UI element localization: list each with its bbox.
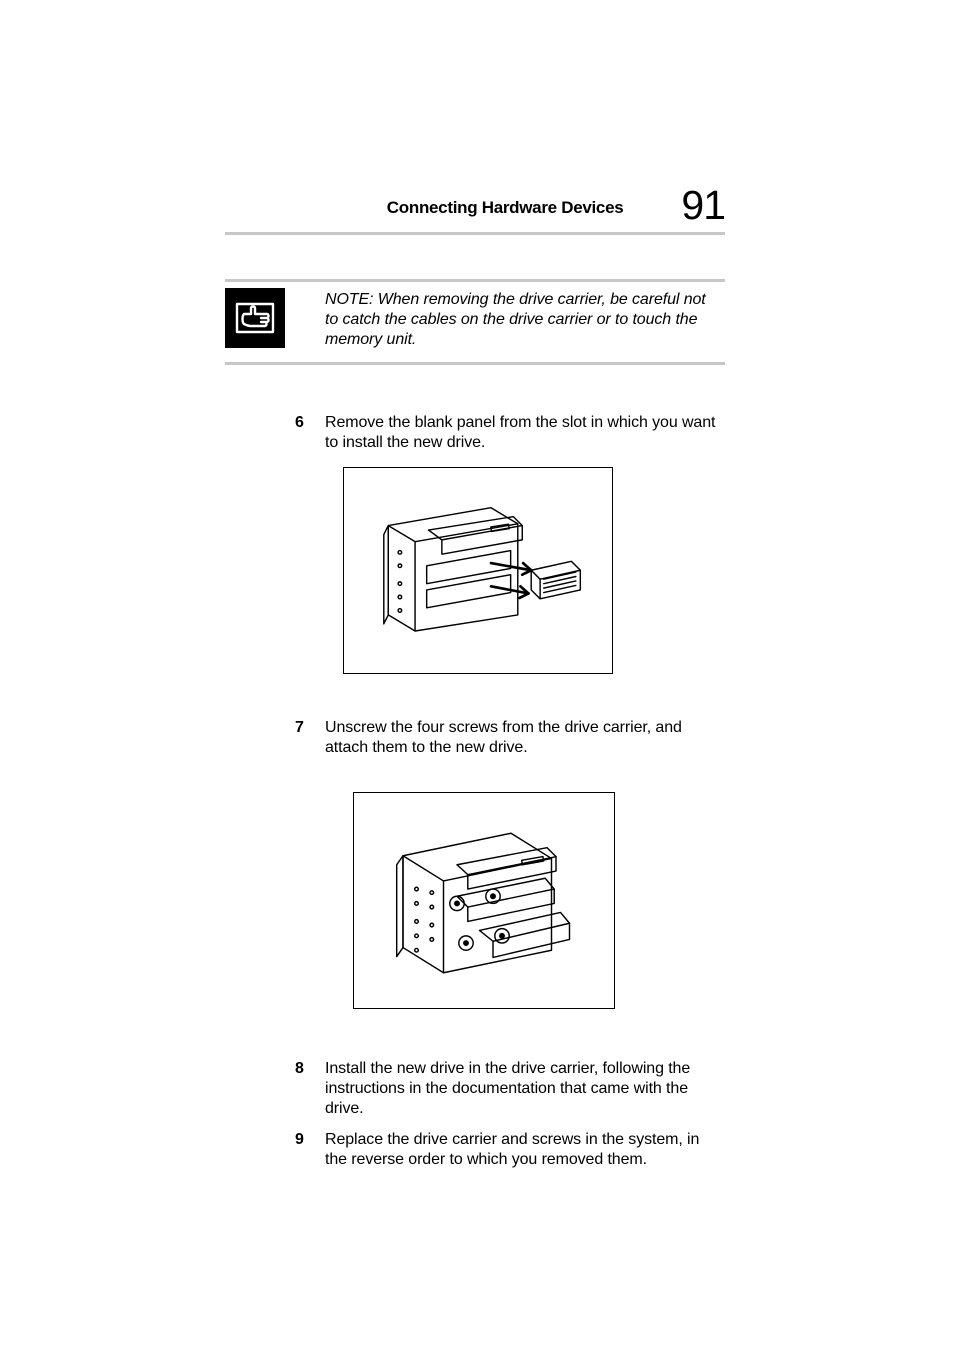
step-number: 8 <box>295 1059 304 1079</box>
step-9: 9 Replace the drive carrier and screws i… <box>325 1130 725 1170</box>
step-7: 7 Unscrew the four screws from the drive… <box>325 718 725 758</box>
note-rule-top <box>225 279 725 282</box>
page-header: Connecting Hardware Devices 91 <box>225 182 725 229</box>
step-number: 9 <box>295 1130 304 1150</box>
step-number: 6 <box>295 413 304 433</box>
step-number: 7 <box>295 718 304 738</box>
header-rule <box>225 232 725 235</box>
figure-unscrew-carrier <box>353 792 615 1009</box>
drive-carrier-screws-diagram <box>367 804 601 998</box>
page-number: 91 <box>681 182 725 229</box>
step-text: Install the new drive in the drive carri… <box>325 1060 690 1117</box>
step-8: 8 Install the new drive in the drive car… <box>325 1059 725 1119</box>
note-text: NOTE: When removing the drive carrier, b… <box>325 290 707 350</box>
step-6: 6 Remove the blank panel from the slot i… <box>325 413 725 453</box>
manual-page: Connecting Hardware Devices 91 NOTE: Whe… <box>0 0 954 1351</box>
section-title: Connecting Hardware Devices <box>387 198 624 218</box>
note-icon <box>225 288 285 348</box>
figure-remove-blank-panel <box>343 467 613 674</box>
step-text: Replace the drive carrier and screws in … <box>325 1131 699 1168</box>
pointing-hand-icon <box>231 294 279 342</box>
drive-carrier-panel-diagram <box>357 478 598 663</box>
note-rule-bottom <box>225 362 725 365</box>
step-text: Unscrew the four screws from the drive c… <box>325 719 682 756</box>
step-text: Remove the blank panel from the slot in … <box>325 414 715 451</box>
